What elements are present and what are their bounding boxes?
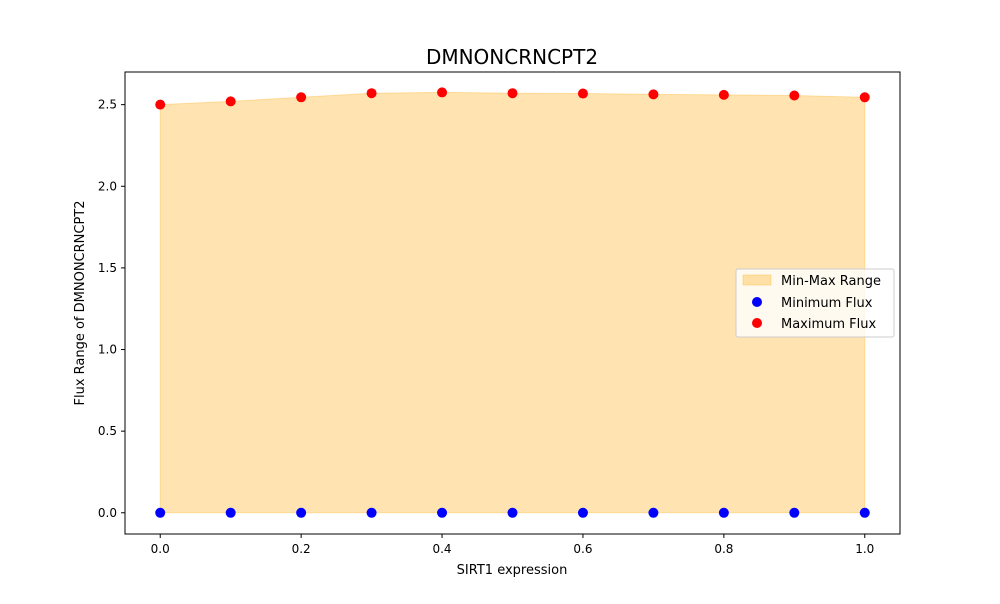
maximum-flux-point xyxy=(155,99,166,110)
minimum-flux-point xyxy=(437,507,448,518)
minimum-flux-point xyxy=(366,507,377,518)
maximum-flux-point xyxy=(718,89,729,100)
minimum-flux-point xyxy=(577,507,588,518)
x-tick-label: 0.0 xyxy=(151,542,170,556)
chart-title: DMNONCRNCPT2 xyxy=(426,45,598,69)
legend-marker-maximum-flux xyxy=(752,318,762,328)
maximum-flux-point xyxy=(296,92,307,103)
maximum-flux-point xyxy=(225,96,236,107)
axes-frame xyxy=(124,71,901,535)
y-tick-label: 0.0 xyxy=(98,506,117,520)
minimum-flux-point xyxy=(296,507,307,518)
x-tick-label: 1.0 xyxy=(855,542,874,556)
y-tick-label: 0.5 xyxy=(98,424,117,438)
maximum-flux-point xyxy=(577,88,588,99)
legend-swatch-min-max-range xyxy=(742,274,772,286)
maximum-flux-point xyxy=(648,89,659,100)
x-axis: 0.0 0.2 0.4 0.6 0.8 1.0 xyxy=(151,534,874,556)
legend-box xyxy=(735,268,895,338)
legend-label-minimum-flux: Minimum Flux xyxy=(781,296,873,311)
maximum-flux-point xyxy=(437,87,448,98)
legend-label-maximum-flux: Maximum Flux xyxy=(781,317,877,332)
maximum-flux-point xyxy=(859,92,870,103)
y-tick-label: 2.0 xyxy=(98,179,117,193)
minimum-flux-point xyxy=(789,507,800,518)
y-axis: 0.0 0.5 1.0 1.5 2.0 2.5 xyxy=(98,98,125,520)
legend: Min-Max Range Minimum Flux Maximum Flux xyxy=(735,268,895,338)
minimum-flux-point xyxy=(225,507,236,518)
y-tick-label: 2.5 xyxy=(98,98,117,112)
x-axis-label: SIRT1 expression xyxy=(457,563,568,578)
y-axis-label: Flux Range of DMNONCRNCPT2 xyxy=(73,200,88,405)
maximum-flux-point xyxy=(507,88,518,99)
x-tick-label: 0.8 xyxy=(714,542,733,556)
legend-marker-minimum-flux xyxy=(752,297,762,307)
plot-area xyxy=(155,87,870,518)
x-tick-label: 0.6 xyxy=(573,542,592,556)
maximum-flux-point xyxy=(366,88,377,99)
minimum-flux-point xyxy=(859,507,870,518)
minimum-flux-point xyxy=(718,507,729,518)
y-tick-label: 1.0 xyxy=(98,343,117,357)
maximum-flux-point xyxy=(789,90,800,101)
x-tick-label: 0.2 xyxy=(292,542,311,556)
y-tick-label: 1.5 xyxy=(98,261,117,275)
minimum-flux-point xyxy=(648,507,659,518)
minimum-flux-point xyxy=(507,507,518,518)
legend-label-min-max-range: Min-Max Range xyxy=(781,274,881,289)
x-tick-label: 0.4 xyxy=(432,542,451,556)
minimum-flux-point xyxy=(155,507,166,518)
